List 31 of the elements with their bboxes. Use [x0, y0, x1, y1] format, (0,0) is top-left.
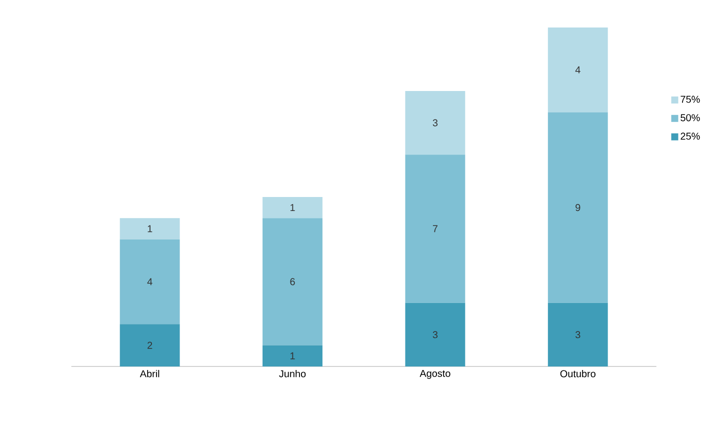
data-label: 3	[432, 119, 438, 126]
data-label: 9	[576, 204, 580, 212]
data-label: 3	[575, 331, 580, 338]
bar	[405, 154, 466, 303]
bar	[262, 196, 322, 218]
data-label: 7	[432, 225, 438, 232]
bar	[405, 91, 466, 155]
bar	[120, 218, 180, 240]
data-label: 4	[575, 66, 580, 74]
bar	[120, 239, 180, 324]
legend-label: 25%	[680, 132, 700, 140]
bar	[405, 302, 466, 366]
data-label: 1	[148, 225, 152, 232]
legend-label: 75%	[680, 96, 700, 103]
data-label: 2	[148, 342, 152, 349]
x-tick-label: Agosto	[420, 370, 450, 379]
bar	[548, 27, 608, 112]
bar	[548, 112, 608, 303]
bar	[262, 345, 322, 366]
legend-label: 50%	[680, 114, 700, 122]
bar	[548, 302, 608, 366]
data-label: 6	[290, 278, 295, 286]
data-label: 4	[147, 278, 152, 286]
data-label: 1	[290, 204, 295, 211]
bar	[262, 218, 322, 346]
bar	[120, 324, 180, 366]
data-label: 1	[290, 352, 295, 360]
x-tick-label: Abril	[140, 370, 160, 378]
x-tick-label: Outubro	[560, 370, 596, 378]
x-tick-label: Junho	[279, 370, 306, 378]
data-label: 3	[432, 331, 438, 338]
